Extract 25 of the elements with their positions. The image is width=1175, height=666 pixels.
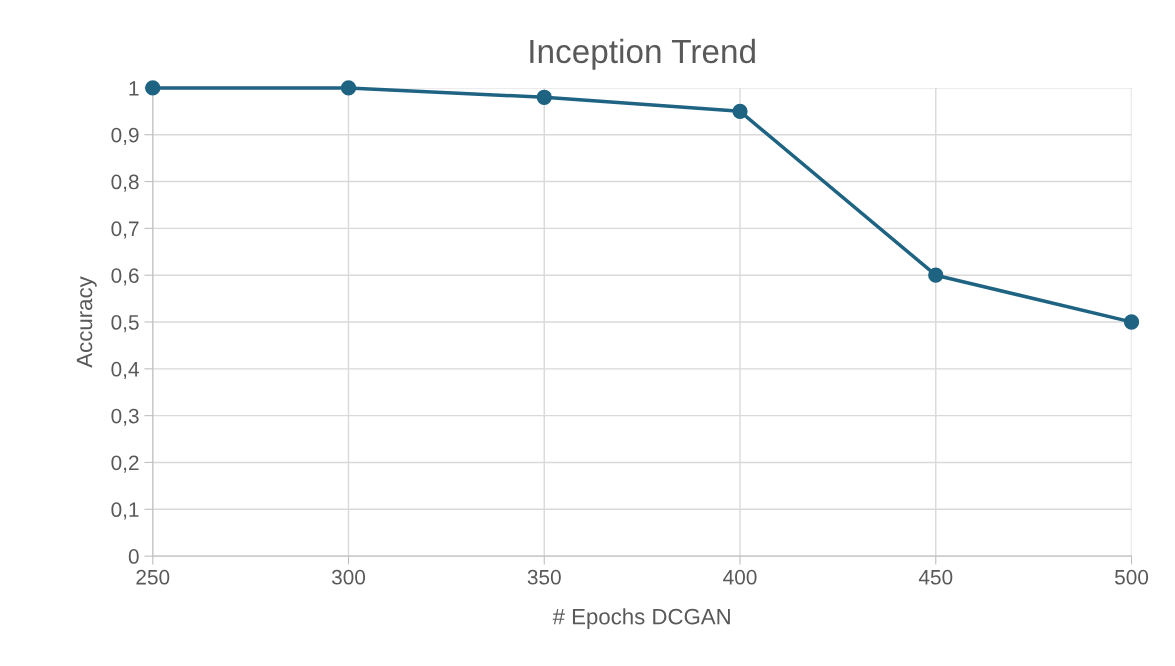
- y-tick-label: 0,7: [111, 221, 139, 239]
- point: [536, 89, 552, 105]
- y-tick-label: 0,1: [111, 502, 139, 520]
- y-tick-label: 0,5: [111, 315, 139, 333]
- y-tick-label: 1: [129, 81, 139, 96]
- x-tick-label: 500: [1114, 569, 1149, 585]
- chart-title: Inception Trend: [530, 38, 755, 70]
- y-tick-label: 0,8: [111, 174, 139, 192]
- y-tick-label: 0,3: [111, 408, 139, 426]
- y-tick-label: 0,6: [111, 268, 139, 286]
- point: [340, 80, 357, 96]
- x-tick-label: 300: [331, 569, 366, 585]
- x-tick-label: 400: [723, 569, 757, 585]
- x-tick-label: 350: [527, 569, 561, 585]
- x-tick-label: 250: [136, 569, 170, 585]
- point: [1123, 314, 1140, 330]
- point: [732, 103, 748, 119]
- y-axis-title: Accuracy: [76, 276, 97, 368]
- point: [928, 267, 944, 283]
- y-tick-label: 0: [128, 549, 139, 564]
- x-axis-title: # Epochs DCGAN: [552, 608, 730, 629]
- y-tick-label: 0,4: [111, 361, 139, 380]
- y-tick-label: 0,9: [111, 127, 139, 145]
- x-tick-label: 450: [918, 569, 953, 585]
- y-tick-label: 0,2: [111, 455, 139, 473]
